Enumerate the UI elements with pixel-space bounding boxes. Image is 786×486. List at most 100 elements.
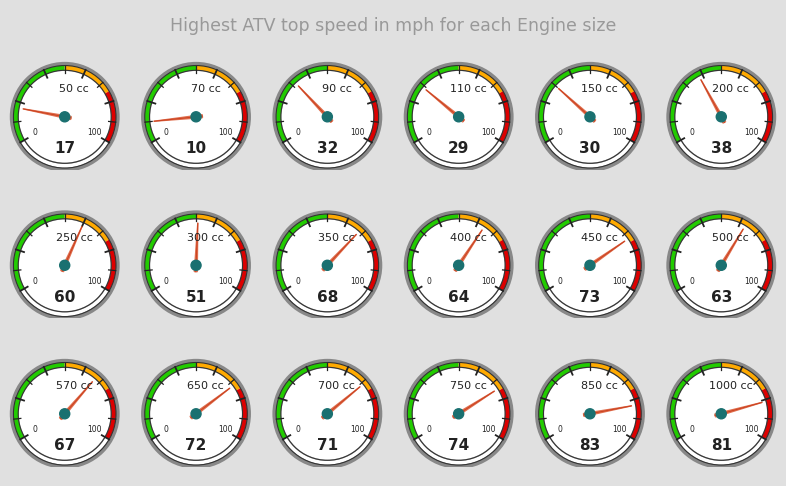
Circle shape [12, 64, 118, 170]
Polygon shape [701, 80, 725, 123]
Text: 850 cc: 850 cc [581, 382, 618, 391]
Text: 250 cc: 250 cc [56, 233, 93, 243]
Circle shape [191, 409, 201, 419]
Polygon shape [154, 115, 203, 121]
Polygon shape [145, 363, 196, 439]
Circle shape [537, 212, 643, 318]
Text: 0: 0 [295, 425, 300, 434]
Text: 67: 67 [54, 438, 75, 453]
Text: 100: 100 [219, 128, 233, 137]
Polygon shape [327, 363, 372, 391]
Polygon shape [196, 66, 241, 93]
Circle shape [406, 361, 512, 467]
Polygon shape [714, 402, 762, 417]
Polygon shape [722, 66, 766, 93]
Text: 0: 0 [689, 128, 694, 137]
Text: 350 cc: 350 cc [318, 233, 355, 243]
Text: 32: 32 [317, 141, 338, 156]
Polygon shape [670, 66, 722, 142]
Text: 100: 100 [612, 425, 627, 434]
Polygon shape [499, 388, 510, 439]
Circle shape [537, 64, 643, 170]
Text: 700 cc: 700 cc [318, 382, 355, 391]
Polygon shape [105, 91, 116, 142]
Text: 0: 0 [689, 425, 694, 434]
Polygon shape [237, 240, 248, 291]
Text: 38: 38 [711, 141, 732, 156]
Text: 100: 100 [481, 277, 496, 286]
Text: 0: 0 [32, 425, 38, 434]
Polygon shape [321, 387, 360, 419]
Polygon shape [60, 382, 93, 419]
Circle shape [454, 112, 464, 122]
Text: 0: 0 [558, 277, 563, 286]
Polygon shape [538, 363, 590, 439]
Text: 0: 0 [427, 128, 432, 137]
Polygon shape [196, 214, 241, 242]
Polygon shape [584, 241, 625, 270]
Text: 100: 100 [744, 128, 758, 137]
Text: 0: 0 [295, 128, 300, 137]
Polygon shape [196, 363, 241, 391]
Circle shape [274, 64, 380, 170]
Text: 100: 100 [350, 277, 365, 286]
Circle shape [585, 112, 595, 122]
Polygon shape [64, 363, 109, 391]
Polygon shape [590, 363, 634, 391]
Polygon shape [368, 91, 379, 142]
Text: 100: 100 [87, 425, 101, 434]
Polygon shape [237, 388, 248, 439]
Polygon shape [454, 230, 482, 271]
Circle shape [322, 409, 332, 419]
Text: 71: 71 [317, 438, 338, 453]
Polygon shape [722, 214, 766, 242]
Text: 500 cc: 500 cc [712, 233, 749, 243]
Text: 17: 17 [54, 141, 75, 156]
Text: 0: 0 [163, 277, 169, 286]
Circle shape [60, 260, 70, 270]
Text: 1000 cc: 1000 cc [709, 382, 753, 391]
Polygon shape [762, 91, 773, 142]
Circle shape [143, 212, 249, 318]
Polygon shape [590, 214, 634, 242]
Polygon shape [499, 91, 510, 142]
Text: 83: 83 [579, 438, 601, 453]
Polygon shape [13, 363, 64, 439]
Circle shape [585, 260, 595, 270]
Circle shape [60, 112, 70, 122]
Polygon shape [190, 388, 230, 419]
Text: 100: 100 [481, 425, 496, 434]
Text: 100: 100 [744, 277, 758, 286]
Polygon shape [64, 66, 109, 93]
Text: 100: 100 [612, 277, 627, 286]
Text: 100: 100 [350, 128, 365, 137]
Polygon shape [237, 91, 248, 142]
Polygon shape [407, 214, 459, 291]
Circle shape [716, 409, 726, 419]
Circle shape [322, 112, 332, 122]
Text: 650 cc: 650 cc [187, 382, 224, 391]
Polygon shape [459, 66, 503, 93]
Text: 60: 60 [54, 290, 75, 305]
Circle shape [585, 409, 595, 419]
Circle shape [668, 64, 774, 170]
Polygon shape [407, 66, 459, 142]
Text: 0: 0 [163, 425, 169, 434]
Text: 100: 100 [744, 425, 758, 434]
Polygon shape [630, 388, 641, 439]
Text: 0: 0 [32, 277, 38, 286]
Text: 0: 0 [558, 425, 563, 434]
Text: 68: 68 [317, 290, 338, 305]
Polygon shape [717, 229, 744, 272]
Polygon shape [13, 214, 64, 291]
Polygon shape [459, 214, 503, 242]
Text: 100: 100 [219, 425, 233, 434]
Circle shape [143, 361, 249, 467]
Circle shape [191, 112, 201, 122]
Circle shape [537, 361, 643, 467]
Polygon shape [13, 66, 64, 142]
Circle shape [454, 409, 464, 419]
Polygon shape [194, 223, 198, 272]
Text: 51: 51 [185, 290, 207, 305]
Text: 100: 100 [87, 128, 101, 137]
